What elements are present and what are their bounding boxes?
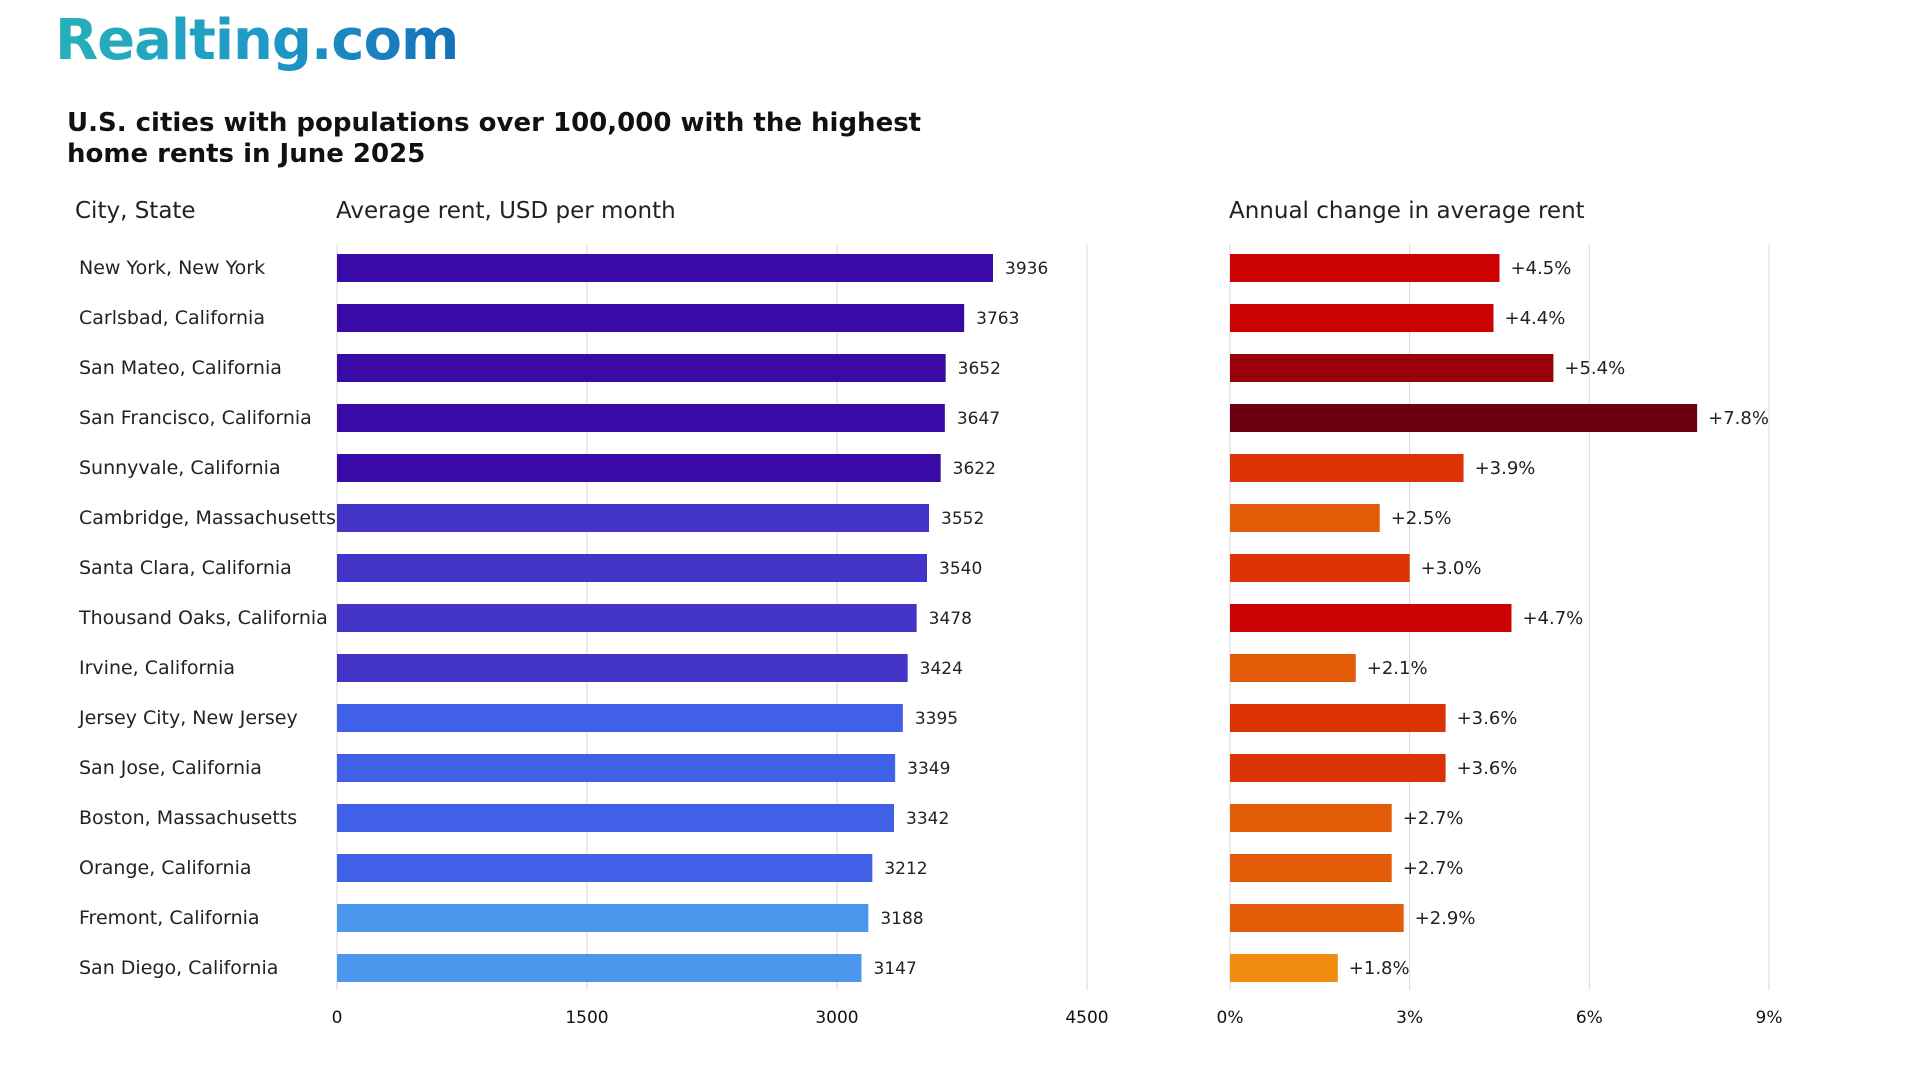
change-bar: [1230, 254, 1500, 282]
city-label: Orange, California: [79, 857, 252, 879]
change-bar: [1230, 504, 1380, 532]
change-value-label: +4.4%: [1505, 308, 1566, 329]
rent-value-label: 3552: [941, 509, 984, 529]
change-x-tick-label: 9%: [1756, 1008, 1783, 1028]
city-label: Carlsbad, California: [79, 307, 265, 329]
city-label: San Diego, California: [79, 957, 278, 979]
change-value-label: +3.0%: [1421, 558, 1482, 579]
change-bar: [1230, 854, 1392, 882]
change-bar: [1230, 354, 1554, 382]
change-bar: [1230, 404, 1698, 432]
change-value-label: +2.9%: [1415, 908, 1476, 929]
rent-value-label: 3478: [929, 609, 972, 629]
rent-value-label: 3424: [920, 659, 963, 679]
change-x-tick-label: 6%: [1576, 1008, 1603, 1028]
realting-logo[interactable]: Realting.com: [55, 8, 459, 73]
rent-bar: [337, 704, 903, 732]
change-bar: [1230, 654, 1356, 682]
rent-bar: [337, 604, 917, 632]
change-value-label: +2.7%: [1403, 858, 1464, 879]
change-value-label: +3.9%: [1475, 458, 1536, 479]
rent-bar: [337, 904, 869, 932]
change-bar: [1230, 604, 1512, 632]
change-x-tick-label: 3%: [1396, 1008, 1423, 1028]
rent-value-label: 3342: [906, 809, 949, 829]
change-value-label: +3.6%: [1457, 758, 1518, 779]
rent-x-tick-label: 0: [332, 1008, 343, 1028]
rent-bar: [337, 954, 862, 982]
rent-x-tick-label: 1500: [565, 1008, 608, 1028]
rent-value-label: 3188: [880, 909, 923, 929]
rent-value-label: 3395: [915, 709, 958, 729]
change-value-label: +2.1%: [1367, 658, 1428, 679]
city-label: San Mateo, California: [79, 357, 282, 379]
change-value-label: +2.7%: [1403, 808, 1464, 829]
rent-column-header: Average rent, USD per month: [336, 198, 676, 224]
city-label: New York, New York: [79, 257, 265, 279]
rent-value-label: 3622: [953, 459, 996, 479]
rent-bar: [337, 804, 894, 832]
rent-bar: [337, 654, 908, 682]
city-label: Fremont, California: [79, 907, 260, 929]
city-column-header: City, State: [75, 198, 196, 224]
change-x-tick-label: 0%: [1217, 1008, 1244, 1028]
rent-bar: [337, 554, 927, 582]
rent-bar: [337, 354, 946, 382]
change-value-label: +4.7%: [1522, 608, 1583, 629]
change-bar: [1230, 454, 1464, 482]
rent-bar: [337, 304, 965, 332]
rent-bar: [337, 504, 929, 532]
rent-value-label: 3540: [939, 559, 982, 579]
rent-value-label: 3212: [884, 859, 927, 879]
change-value-label: +4.5%: [1511, 258, 1572, 279]
rent-bar: [337, 254, 993, 282]
change-value-label: +7.8%: [1708, 408, 1769, 429]
change-value-label: +3.6%: [1457, 708, 1518, 729]
change-bar: [1230, 804, 1392, 832]
change-bar: [1230, 304, 1494, 332]
rent-bar: [337, 754, 896, 782]
city-label: Cambridge, Massachusetts: [79, 507, 336, 529]
rent-value-label: 3936: [1005, 259, 1048, 279]
city-label: Thousand Oaks, California: [78, 607, 328, 629]
change-bar: [1230, 904, 1404, 932]
city-label: Jersey City, New Jersey: [78, 707, 298, 729]
rent-value-label: 3652: [958, 359, 1001, 379]
rent-x-tick-label: 3000: [815, 1008, 858, 1028]
city-label: Sunnyvale, California: [79, 457, 281, 479]
city-label: Boston, Massachusetts: [79, 807, 297, 829]
change-bar: [1230, 704, 1446, 732]
rent-value-label: 3147: [874, 959, 917, 979]
city-label: Irvine, California: [79, 657, 235, 679]
change-bar: [1230, 554, 1410, 582]
change-bar: [1230, 754, 1446, 782]
change-bar: [1230, 954, 1338, 982]
change-value-label: +1.8%: [1349, 958, 1410, 979]
city-label: Santa Clara, California: [79, 557, 292, 579]
change-value-label: +5.4%: [1564, 358, 1625, 379]
rent-x-tick-label: 4500: [1065, 1008, 1108, 1028]
rent-value-label: 3647: [957, 409, 1000, 429]
change-value-label: +2.5%: [1391, 508, 1452, 529]
chart-title: U.S. cities with populations over 100,00…: [67, 108, 922, 169]
city-label: San Jose, California: [79, 757, 262, 779]
rent-bar: [337, 404, 945, 432]
rent-bar: [337, 854, 873, 882]
rent-value-label: 3349: [907, 759, 950, 779]
rent-value-label: 3763: [976, 309, 1019, 329]
rent-bar: [337, 454, 941, 482]
change-column-header: Annual change in average rent: [1229, 198, 1585, 224]
city-label: San Francisco, California: [79, 407, 312, 429]
